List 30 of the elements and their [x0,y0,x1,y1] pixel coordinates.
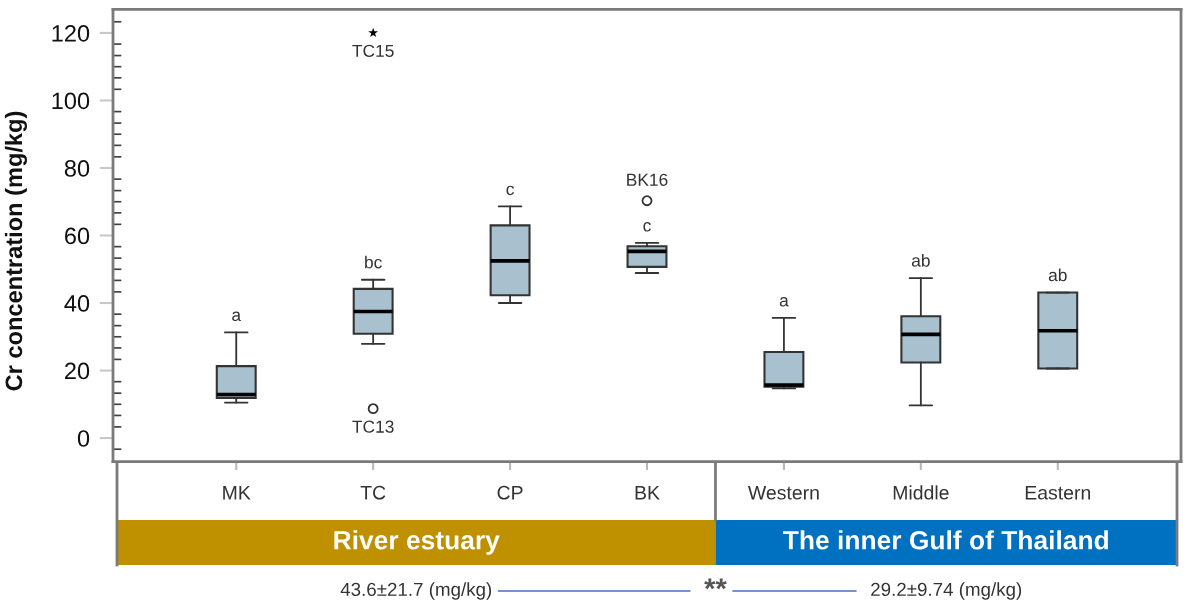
annotation: TC15 [352,44,394,58]
text: The inner Gulf of Thailand [783,530,1108,550]
x-tick-label: MK [223,486,251,500]
annotation: c [506,185,514,196]
y-tick-label: 40 [64,295,90,312]
y-tick-label: 20 [65,362,90,380]
y-axis-title: Cr concentration (mg/kg) [4,111,27,391]
x-tick-label: Middle [893,485,949,500]
annotation: a [232,311,242,322]
x-tick-label: BK [635,486,660,500]
annotation: ab [911,253,930,267]
annotation: bc [365,255,382,269]
y-tick-label: 100 [52,92,90,110]
x-tick-label: Eastern [1025,486,1091,500]
annotation: c [643,222,651,232]
annotation: BK16 [627,173,668,186]
y-tick-label: 60 [65,227,90,245]
annotation: a [779,297,789,307]
x-tick-label: Western [747,486,819,500]
y-tick-label: 0 [77,430,90,447]
text: River estuary [334,530,500,555]
text: 29.2±9.74 (mg/kg) [871,582,1022,600]
x-tick-label: TC [360,485,386,500]
y-tick-label: 120 [52,25,90,42]
x-tick-label: CP [497,485,523,500]
text: ** [704,578,727,590]
y-tick-label: 80 [64,160,90,177]
annotation: TC13 [352,420,394,433]
text: 43.6±21.7 (mg/kg) [340,582,492,600]
annotation: ab [1048,268,1067,282]
